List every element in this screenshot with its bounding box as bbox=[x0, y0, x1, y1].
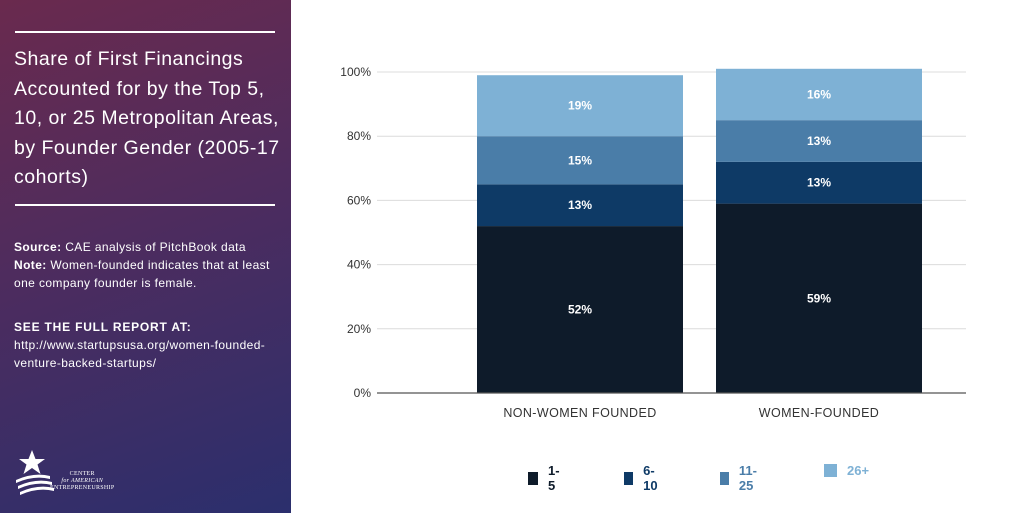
legend-swatch bbox=[720, 471, 729, 485]
y-tick-label: 40% bbox=[347, 258, 371, 272]
cae-logo-icon bbox=[16, 450, 54, 495]
bar-segment-11-25[interactable] bbox=[716, 120, 922, 162]
legend-label: 11-25 bbox=[738, 463, 757, 493]
report-block: SEE THE FULL REPORT AT: http://www.start… bbox=[14, 318, 284, 372]
legend-swatch bbox=[824, 464, 837, 477]
data-label: 59% bbox=[807, 291, 831, 305]
legend-swatch bbox=[528, 471, 539, 485]
legend-item-11-25[interactable]: 11-25 bbox=[720, 463, 761, 493]
bar-segment-26+[interactable] bbox=[477, 75, 683, 137]
data-label: 13% bbox=[807, 176, 831, 190]
data-label: 15% bbox=[568, 153, 592, 167]
bar-segment-1-5[interactable] bbox=[477, 226, 683, 393]
logo-wordmark: CENTER for AMERICAN ENTREPRENEURSHIP bbox=[50, 471, 114, 492]
data-label: 16% bbox=[807, 87, 831, 101]
y-tick-label: 80% bbox=[347, 129, 371, 143]
logo-line-2: for AMERICAN bbox=[61, 478, 104, 484]
y-tick-label: 20% bbox=[347, 322, 371, 336]
stacked-bar-chart: 0% 20% 40% 60% 80% 100% 52% 13% 15% 19% NON-WOMEN … bbox=[340, 65, 966, 420]
legend-item-26+[interactable]: 26+ bbox=[824, 463, 869, 478]
legend-item-6-10[interactable]: 6-10 bbox=[624, 463, 661, 493]
y-tick-label: 100% bbox=[340, 65, 371, 79]
data-label: 19% bbox=[568, 99, 592, 113]
report-heading: SEE THE FULL REPORT AT: bbox=[14, 320, 192, 334]
bar-segment-6-10[interactable] bbox=[477, 184, 683, 227]
chart-title: Share of First Financings Accounted for … bbox=[14, 48, 280, 188]
note-text: Women-founded indicates that at least on… bbox=[14, 258, 270, 290]
bar-segment-11-25[interactable] bbox=[477, 136, 683, 185]
logo-line-1: CENTER bbox=[69, 471, 95, 477]
legend-label: 1-5 bbox=[548, 463, 560, 493]
y-tick-label: 60% bbox=[347, 193, 371, 207]
y-tick-label: 0% bbox=[354, 386, 372, 400]
legend-swatch bbox=[624, 471, 634, 485]
legend-item-1-5[interactable]: 1-5 bbox=[528, 463, 563, 493]
x-category-label: NON-WOMEN FOUNDED bbox=[503, 406, 656, 420]
bar-segment-26+[interactable] bbox=[716, 68, 922, 121]
bar-segment-6-10[interactable] bbox=[716, 161, 922, 204]
data-label: 13% bbox=[807, 134, 831, 148]
sidebar-panel: Share of First Financings Accounted for … bbox=[0, 0, 291, 513]
legend-label: 26+ bbox=[847, 463, 870, 478]
x-category-label: WOMEN-FOUNDED bbox=[759, 406, 879, 420]
source-notes: Source: CAE analysis of PitchBook data N… bbox=[14, 238, 284, 292]
data-label: 52% bbox=[568, 303, 592, 317]
note-label: Note: bbox=[14, 258, 47, 272]
top-divider bbox=[15, 31, 275, 33]
bar-segment-1-5[interactable] bbox=[716, 203, 922, 393]
source-text: CAE analysis of PitchBook data bbox=[65, 240, 246, 254]
report-link[interactable]: http://www.startupsusa.org/women-founded… bbox=[14, 338, 266, 370]
data-label: 13% bbox=[568, 198, 592, 212]
legend-label: 6-10 bbox=[643, 463, 658, 493]
logo-line-3: ENTREPRENEURSHIP bbox=[50, 485, 115, 491]
bottom-divider bbox=[15, 204, 275, 206]
source-label: Source: bbox=[14, 240, 62, 254]
